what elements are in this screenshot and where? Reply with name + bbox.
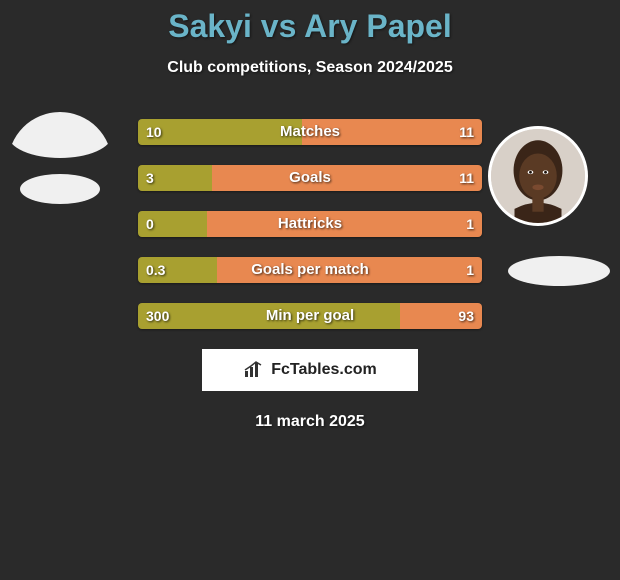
watermark-badge: FcTables.com [202,349,418,391]
stat-value-right: 93 [458,303,474,329]
stat-row: Min per goal300 93 [138,303,482,329]
avatar-placeholder-shape [8,112,112,158]
page-title: Sakyi vs Ary Papel [0,0,620,45]
stat-value-right: 11 [459,119,474,145]
comparison-bars: Matches1011Goals311Hattricks01Goals per … [138,119,482,329]
player-left-avatar [8,112,112,216]
avatar-placeholder-shape [20,174,100,204]
stat-label: Min per goal [138,303,482,329]
stat-label: Matches [138,119,482,145]
stat-value-left: 0.3 [146,257,165,283]
subtitle: Club competitions, Season 2024/2025 [0,59,620,77]
stat-value-right: 1 [466,211,474,237]
stat-value-left: 10 [146,119,162,145]
chart-icon [243,361,265,379]
stat-row: Goals3 11 [138,165,482,191]
player-right-avatar [488,126,588,226]
stat-row: Matches10 11 [138,119,482,145]
stat-row: Hattricks0 1 [138,211,482,237]
stat-label: Goals [138,165,482,191]
stat-label: Hattricks [138,211,482,237]
stat-value-left: 3 [146,165,154,191]
stat-row: Goals per match0.3 1 [138,257,482,283]
stat-label: Goals per match [138,257,482,283]
stat-value-right: 11 [459,165,474,191]
stat-value-left: 0 [146,211,154,237]
stat-value-right: 1 [466,257,474,283]
watermark-text: FcTables.com [271,361,377,379]
avatar-placeholder-shape [508,256,610,286]
stat-value-left: 300 [146,303,169,329]
avatar-face-icon [491,129,585,223]
date-text: 11 march 2025 [0,413,620,431]
